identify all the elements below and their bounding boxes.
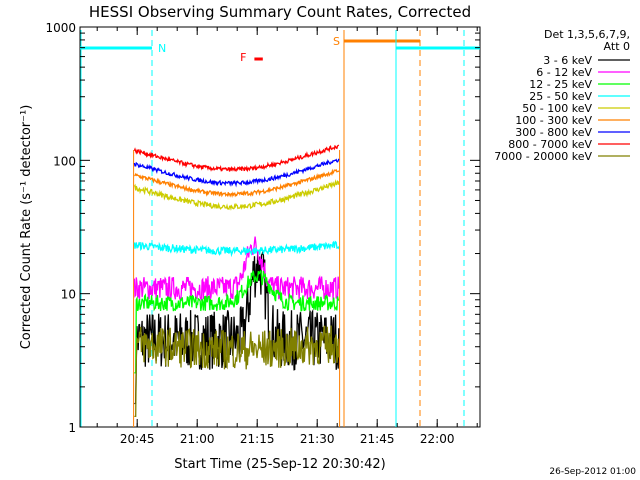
tick-layer: 20:45 21:00 21:15 21:30 21:45 22:00 1 10 100 1000 [45, 21, 480, 446]
legend-entry-label: 12 - 25 keV [529, 78, 592, 91]
y-axis-label: Corrected Count Rate (s⁻¹ detector⁻¹) [19, 105, 34, 350]
night-label: N [158, 42, 166, 55]
series-line-2 [134, 269, 340, 374]
legend-entry-label: 800 - 7000 keV [508, 138, 592, 151]
annotation-layer: N F S [80, 30, 480, 427]
legend-entry-label: 6 - 12 keV [536, 66, 592, 79]
saa-label: S [333, 35, 340, 48]
x-tick-label: 21:30 [300, 432, 335, 446]
y-tick-label: 1000 [45, 21, 76, 35]
series-line-5 [134, 168, 340, 198]
legend-entry-label: 300 - 800 keV [515, 126, 592, 139]
plot-frame [79, 26, 481, 428]
legend-entry-label: 7000 - 20000 keV [494, 150, 592, 163]
x-tick-label: 21:00 [180, 432, 215, 446]
y-tick-label: 10 [61, 288, 76, 302]
series-line-1 [133, 236, 340, 303]
x-tick-label: 21:45 [360, 432, 395, 446]
legend-entry-label: 25 - 50 keV [529, 90, 592, 103]
series-line-0 [134, 251, 340, 405]
chart-title: HESSI Observing Summary Count Rates, Cor… [89, 3, 471, 21]
legend-entry-label: 3 - 6 keV [543, 54, 592, 67]
x-axis-label: Start Time (25-Sep-12 20:30:42) [174, 457, 385, 472]
flare-label: F [240, 51, 246, 64]
series-line-3 [133, 240, 340, 258]
footer-timestamp: 26-Sep-2012 01:00 [549, 467, 636, 477]
legend-entry-label: 100 - 300 keV [515, 114, 592, 127]
series-line-7 [133, 144, 340, 173]
x-tick-label: 21:15 [240, 432, 275, 446]
series-line-4 [133, 179, 340, 211]
series-line-8 [134, 325, 340, 418]
series-line-6 [133, 158, 340, 188]
legend-entry-label: 50 - 100 keV [522, 102, 592, 115]
legend-header-line-2: Att 0 [604, 40, 630, 53]
y-tick-label: 100 [53, 154, 76, 168]
y-tick-label: 1 [68, 421, 76, 435]
legend-header-line-1: Det 1,3,5,6,7,9, [544, 28, 630, 41]
x-tick-label: 22:00 [420, 432, 455, 446]
x-tick-label: 20:45 [120, 432, 155, 446]
series-layer [133, 144, 340, 418]
